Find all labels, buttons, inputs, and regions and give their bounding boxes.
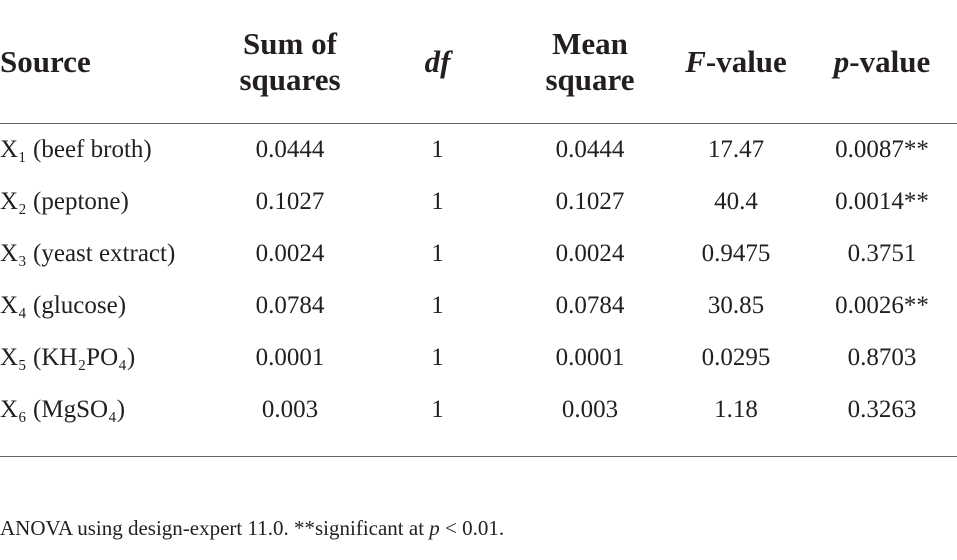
table-row: X₅ (KH₂PO₄) 0.0001 1 0.0001 0.0295 0.8703 [0,332,957,384]
table-cell: 0.0024 [255,240,325,267]
table-cell: 0.8703 [847,344,917,371]
table-cell: 0.0001 [255,344,325,371]
table-row: X₁ (beef broth) 0.0444 1 0.0444 17.47 0.0087*… [0,124,957,177]
anova-table: Source Sum of squares df Mean square F-value p-… [0,0,957,437]
table-cell: 0.0024 [555,240,625,267]
table-cell: 0.1027 [555,188,625,215]
table-cell: 0.1027 [255,188,325,215]
footnote-part: p [429,516,440,540]
header-line: Sum of [243,25,337,61]
header-line: Source [0,43,91,79]
table-row: X₃ (yeast extract) 0.0024 1 0.0024 0.9475 0.3… [0,228,957,280]
table-cell: 1 [431,344,444,371]
header-cell: p-value [807,0,957,124]
table-cell: 17.47 [707,136,765,163]
table-cell: 0.0026** [835,292,929,319]
table-cell: 0.003 [561,396,619,423]
table-cell: 1 [431,396,444,423]
table-cell: 0.0087** [835,136,929,163]
header-row: Source Sum of squares df Mean square F-value p-… [0,0,957,124]
table-cell: 0.0014** [835,188,929,215]
table-cell: 0.0001 [555,344,625,371]
table-cell: 0.0444 [555,136,625,163]
table-cell: X₁ (beef broth) [0,136,152,163]
table-cell: 1 [431,292,444,319]
header-line: squares [239,61,341,97]
table-cell: 0.0784 [555,292,625,319]
table-row: X₆ (MgSO₄) 0.003 1 0.003 1.18 0.3263 [0,384,957,436]
header-cell: df [360,0,515,124]
table-cell: 1 [431,136,444,163]
table-cell: X₅ (KH₂PO₄) [0,344,136,371]
table-cell: 1.18 [714,396,758,423]
table-cell: 1 [431,188,444,215]
header-line: square [545,61,635,97]
table-cell: X₆ (MgSO₄) [0,396,126,423]
header-line: F-value [685,43,787,79]
table-cell: X₂ (peptone) [0,188,129,215]
header-cell: F-value [665,0,807,124]
table-cell: 0.3751 [847,240,917,267]
table-cell: 1 [431,240,444,267]
table-wrap: Source Sum of squares df Mean square F-value p-… [0,0,957,457]
table-cell: 0.0784 [255,292,325,319]
table-cell: 0.0295 [701,344,771,371]
footnote-part: < 0.01. [439,516,505,540]
footnote: ANOVA using design-expert 11.0. **signif… [0,516,504,541]
header-line: p-value [833,43,931,79]
table-cell: 40.4 [714,188,758,215]
header-line: Mean [552,25,628,61]
table-cell: 0.3263 [847,396,917,423]
header-line: df [424,43,451,79]
table-row: X₄ (glucose) 0.0784 1 0.0784 30.85 0.0026** [0,280,957,332]
table-body: X₁ (beef broth) 0.0444 1 0.0444 17.47 0.0087*… [0,124,957,437]
table-row: X₂ (peptone) 0.1027 1 0.1027 40.4 0.0014** [0,176,957,228]
table-cell: X₄ (glucose) [0,292,127,319]
header-cell: Sum of squares [220,0,360,124]
table-cell: 0.003 [261,396,319,423]
table-cell: 0.9475 [701,240,771,267]
header-cell: Source [0,0,220,124]
table-cell: 0.0444 [255,136,325,163]
header-cell: Mean square [515,0,665,124]
footnote-part: ANOVA using design-expert 11.0. **signif… [0,516,430,540]
table-cell: 30.85 [707,292,765,319]
table-cell: X₃ (yeast extract) [0,240,176,267]
